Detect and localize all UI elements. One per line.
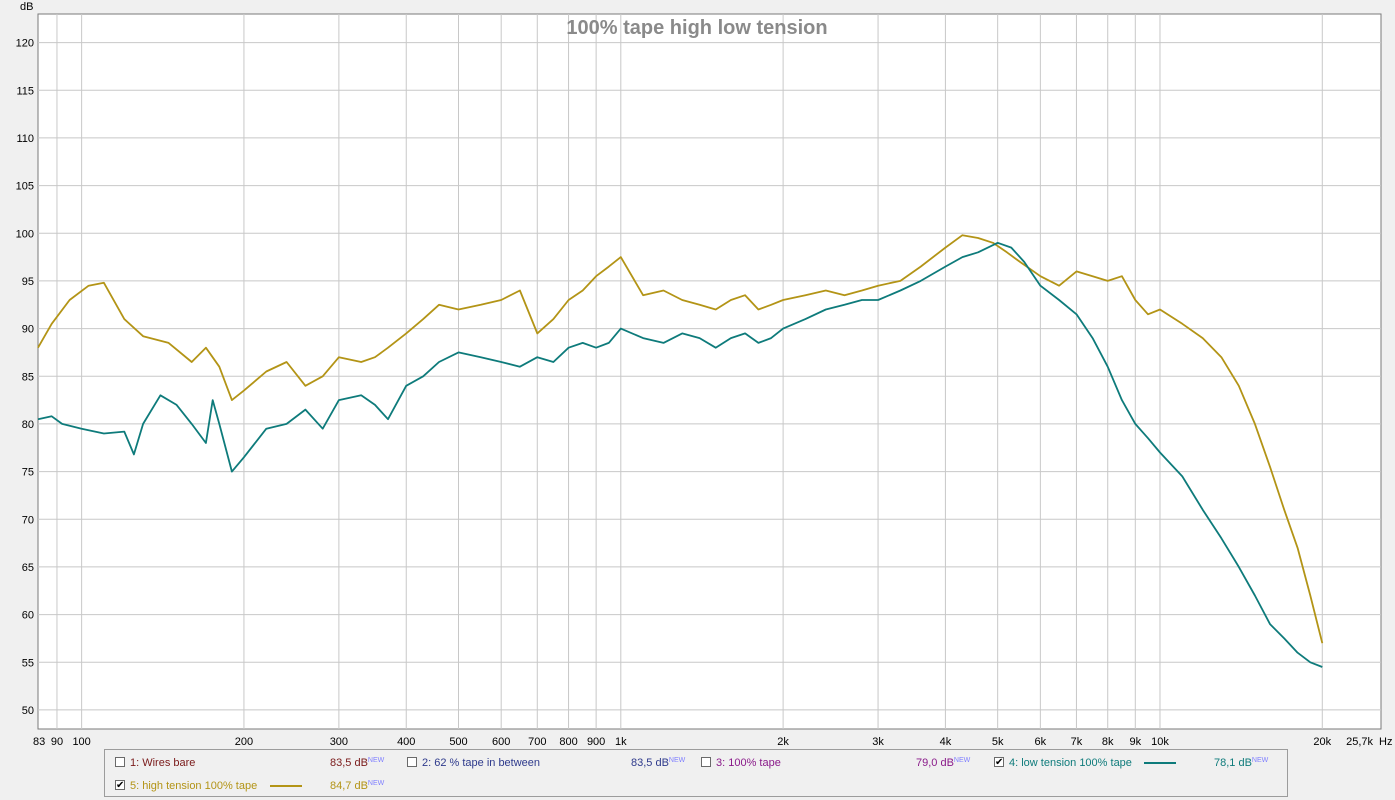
legend-value-text: 78,1 dB — [1214, 757, 1252, 769]
series-line-1 — [37, 234, 1324, 644]
plot-area — [37, 13, 1382, 730]
y-tick-label: 80 — [22, 419, 34, 431]
frequency-response-chart: 120 115 110 105 100 95 90 85 80 75 70 65 60 55 50 83 90… — [16, 1, 1393, 748]
x-tick-label: 700 — [528, 736, 546, 748]
x-tick-label: 10k — [1151, 736, 1169, 748]
x-tick-label: 200 — [235, 736, 253, 748]
legend-item[interactable]: 3: 100% tape 79,0 dBNEW — [701, 755, 986, 771]
x-tick-label: 300 — [330, 736, 348, 748]
y-tick-label: 75 — [22, 467, 34, 479]
y-tick-label: 110 — [16, 133, 34, 145]
x-tick-label: 9k — [1129, 736, 1141, 748]
x-tick-label: 25,7k — [1346, 736, 1373, 748]
y-tick-label: 115 — [16, 85, 34, 97]
legend-checkbox[interactable] — [115, 757, 125, 767]
legend-label: 4: low tension 100% tape — [1009, 757, 1132, 769]
legend-label: 2: 62 % tape in between — [422, 757, 541, 769]
legend-item[interactable]: ✔ 5: high tension 100% tape 84,7 dBNEW — [115, 778, 400, 794]
y-tick-label: 70 — [22, 514, 34, 526]
y-tick-label: 95 — [22, 276, 34, 288]
legend-new-badge: NEW — [367, 780, 385, 787]
legend-checkbox[interactable] — [701, 757, 711, 767]
legend: 1: Wires bare 83,5 dBNEW 2: 62 % tape in b… — [104, 749, 1288, 797]
y-axis-label: dB — [20, 1, 33, 13]
x-tick-label: 900 — [587, 736, 605, 748]
x-axis-unit: Hz — [1379, 736, 1392, 748]
x-tick-label: 5k — [992, 736, 1004, 748]
x-axis-ticks: 83 90 100 200 300 400 500 600 700 800 900 1k 2k 3k 4k 5… — [33, 736, 1373, 748]
legend-label: 1: Wires bare — [130, 757, 196, 769]
y-tick-label: 85 — [22, 371, 34, 383]
x-tick-label: 4k — [940, 736, 952, 748]
x-tick-label: 400 — [397, 736, 415, 748]
y-tick-label: 50 — [22, 705, 34, 717]
legend-item[interactable]: 1: Wires bare 83,5 dBNEW — [115, 755, 400, 771]
y-tick-label: 90 — [22, 324, 34, 336]
x-tick-label: 3k — [872, 736, 884, 748]
legend-new-badge: NEW — [953, 757, 971, 764]
x-tick-label: 100 — [72, 736, 90, 748]
legend-value: 83,5 dBNEW — [631, 755, 685, 771]
legend-new-badge: NEW — [668, 757, 686, 764]
y-tick-label: 60 — [22, 610, 34, 622]
legend-value: 79,0 dBNEW — [916, 755, 970, 771]
x-tick-label: 7k — [1071, 736, 1083, 748]
y-tick-label: 105 — [16, 181, 34, 193]
legend-checkbox[interactable] — [407, 757, 417, 767]
x-tick-label: 83 — [33, 736, 45, 748]
chart-title: 100% tape high low tension — [566, 17, 827, 39]
legend-line-swatch — [270, 785, 302, 787]
legend-value: 78,1 dBNEW — [1214, 755, 1268, 771]
x-tick-label: 2k — [777, 736, 789, 748]
y-tick-label: 100 — [16, 228, 34, 240]
x-tick-label: 600 — [492, 736, 510, 748]
x-tick-label: 1k — [615, 736, 627, 748]
legend-value: 84,7 dBNEW — [330, 778, 384, 794]
legend-label: 5: high tension 100% tape — [130, 780, 258, 792]
x-tick-label: 800 — [559, 736, 577, 748]
x-tick-label: 6k — [1035, 736, 1047, 748]
legend-value-text: 79,0 dB — [916, 757, 954, 769]
grid-lines — [38, 14, 1381, 729]
y-axis-ticks: 120 115 110 105 100 95 90 85 80 75 70 65 60 55 50 — [16, 38, 34, 717]
legend-value-text: 84,7 dB — [330, 780, 368, 792]
x-tick-label: 90 — [51, 736, 63, 748]
x-tick-label: 500 — [449, 736, 467, 748]
legend-item[interactable]: ✔ 4: low tension 100% tape 78,1 dBNEW — [994, 755, 1279, 771]
series-lines — [37, 234, 1324, 668]
legend-value-text: 83,5 dB — [330, 757, 368, 769]
y-tick-label: 65 — [22, 562, 34, 574]
legend-value: 83,5 dBNEW — [330, 755, 384, 771]
legend-checkbox[interactable]: ✔ — [115, 780, 125, 791]
legend-new-badge: NEW — [367, 757, 385, 764]
legend-line-swatch — [1144, 762, 1176, 764]
x-tick-label: 20k — [1313, 736, 1331, 748]
legend-new-badge: NEW — [1251, 757, 1269, 764]
legend-item[interactable]: 2: 62 % tape in between 83,5 dBNEW — [407, 755, 692, 771]
legend-checkbox[interactable]: ✔ — [994, 757, 1004, 768]
y-tick-label: 120 — [16, 38, 34, 50]
y-tick-label: 55 — [22, 657, 34, 669]
series-line-2 — [37, 241, 1323, 668]
legend-value-text: 83,5 dB — [631, 757, 669, 769]
x-tick-label: 8k — [1102, 736, 1114, 748]
legend-label: 3: 100% tape — [716, 757, 781, 769]
